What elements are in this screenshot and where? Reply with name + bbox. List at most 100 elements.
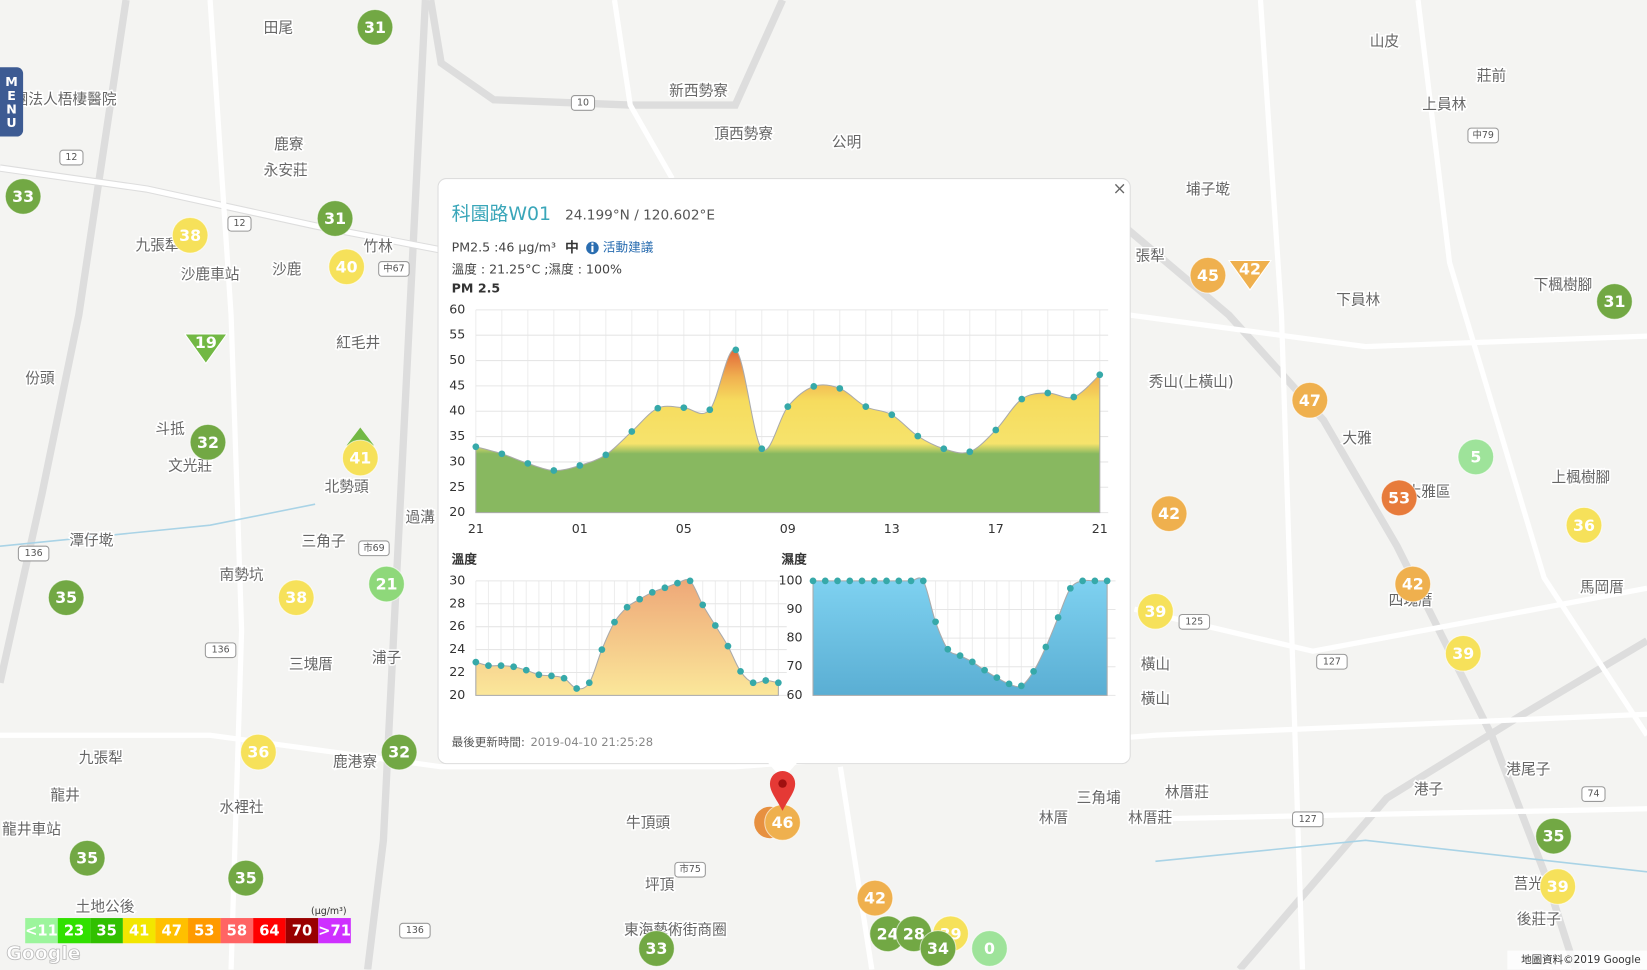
marker-value: 32 [388,743,410,762]
aq-marker[interactable]: 36 [240,733,277,771]
aq-marker[interactable]: 5 [1457,438,1495,476]
aq-marker[interactable]: 39 [1444,634,1482,672]
aq-marker[interactable]: 40 [328,248,366,286]
place-label: 鹿港寮 [333,753,377,771]
aq-marker[interactable]: 36 [1565,506,1603,544]
advice-link[interactable]: 活動建議 [603,239,654,254]
aq-marker[interactable]: 31 [1596,283,1633,320]
legend-swatch [285,918,319,944]
aq-marker[interactable]: 42 [1227,259,1273,291]
marker-shape [638,930,675,967]
aq-marker[interactable]: 38 [171,216,209,254]
place-label: 埔子墘 [1186,181,1230,198]
marker-value: 5 [1470,447,1481,466]
aq-marker[interactable]: 39 [1137,592,1174,630]
point [1042,643,1050,651]
aq-marker[interactable]: 47 [1291,381,1329,419]
point [993,674,1001,681]
close-button[interactable]: × [1113,178,1127,198]
aq-marker[interactable]: 42 [1150,495,1188,533]
legend-label: >71 [318,923,351,940]
aq-marker[interactable]: 32 [189,423,227,461]
marker-shape [171,216,209,254]
aq-marker[interactable]: 34 [919,930,957,967]
aq-marker[interactable]: 42 [1394,565,1432,603]
point [1030,667,1037,675]
road-shield [570,95,596,111]
place-label: 橫山 [1141,691,1170,708]
y-tick-label: 35 [449,428,465,443]
legend-label: 58 [227,923,247,940]
aq-marker[interactable]: 24 [869,915,906,953]
aq-marker[interactable]: 39 [1539,868,1577,905]
point [628,428,636,435]
point [674,579,681,587]
point [834,577,841,585]
legend-swatch [220,918,254,944]
point [836,385,844,392]
aq-marker[interactable]: 35 [68,839,106,877]
point [498,450,506,458]
aq-marker[interactable]: 21 [368,565,405,603]
y-tick-label: 60 [786,687,802,702]
legend-label: <11 [25,923,58,940]
marker-shape [919,930,957,967]
point [956,652,964,659]
point [654,404,662,412]
marker-value: 19 [195,333,217,352]
aq-marker[interactable]: 33 [638,930,675,967]
legend-label: 23 [64,923,84,940]
marker-shape [1596,283,1633,320]
place-label: 東海藝術街商圈 [624,922,727,939]
point [485,662,492,669]
aq-marker[interactable]: 31 [356,8,394,46]
station-title: 科園路W01 [452,203,551,225]
aq-marker[interactable]: 38 [277,579,315,617]
aq-marker[interactable]: 46 [764,804,801,841]
legend-label: 41 [129,923,149,940]
aq-marker[interactable]: 35 [227,859,265,897]
point [737,667,744,675]
y-tick-label: 45 [449,377,465,392]
road-shield [1316,653,1348,670]
y-tick-label: 40 [449,403,465,418]
aq-marker[interactable]: 19 [183,333,228,365]
aq-marker[interactable]: 42 [856,879,894,917]
weather: 溫度 : 21.25°C ;濕度 : 100% [452,261,622,276]
location-pin [769,770,796,811]
marker-value: 42 [1402,575,1424,594]
aq-marker[interactable]: 35 [47,579,85,617]
marker-value: 53 [1388,488,1410,507]
aq-marker[interactable]: 33 [4,178,42,215]
marker-shape [1444,634,1482,672]
point [1005,680,1013,688]
aq-marker[interactable]: 35 [1535,817,1572,855]
place-label: 龍井車站 [2,821,61,838]
menu-button[interactable]: MENU [0,67,24,137]
place-label: 鹿寮 [274,135,304,153]
x-tick-label: 17 [988,521,1004,536]
marker-shape [971,930,1008,967]
road-shield [378,261,410,277]
marker-shape [47,579,85,617]
road-label: 12 [65,152,77,163]
marker-value: 35 [1543,827,1565,846]
marker-value: 36 [247,743,269,762]
marker-value: 42 [864,889,886,908]
aq-marker[interactable]: 32 [380,733,418,771]
place-label: 山皮 [1370,33,1400,50]
marker-shape [1150,495,1188,533]
place-label: 北勢頭 [325,478,369,495]
point [1044,389,1052,397]
marker-value: 24 [877,924,899,943]
aq-marker[interactable]: 45 [1189,256,1227,294]
marker-shape [189,423,227,461]
aq-marker[interactable]: 31 [316,200,354,237]
marker-value: 21 [376,575,398,594]
aq-marker[interactable]: 41 [341,439,379,477]
aq-marker[interactable]: 53 [1380,479,1418,517]
aq-marker[interactable]: 0 [971,930,1008,967]
marker-value: 38 [179,226,201,245]
